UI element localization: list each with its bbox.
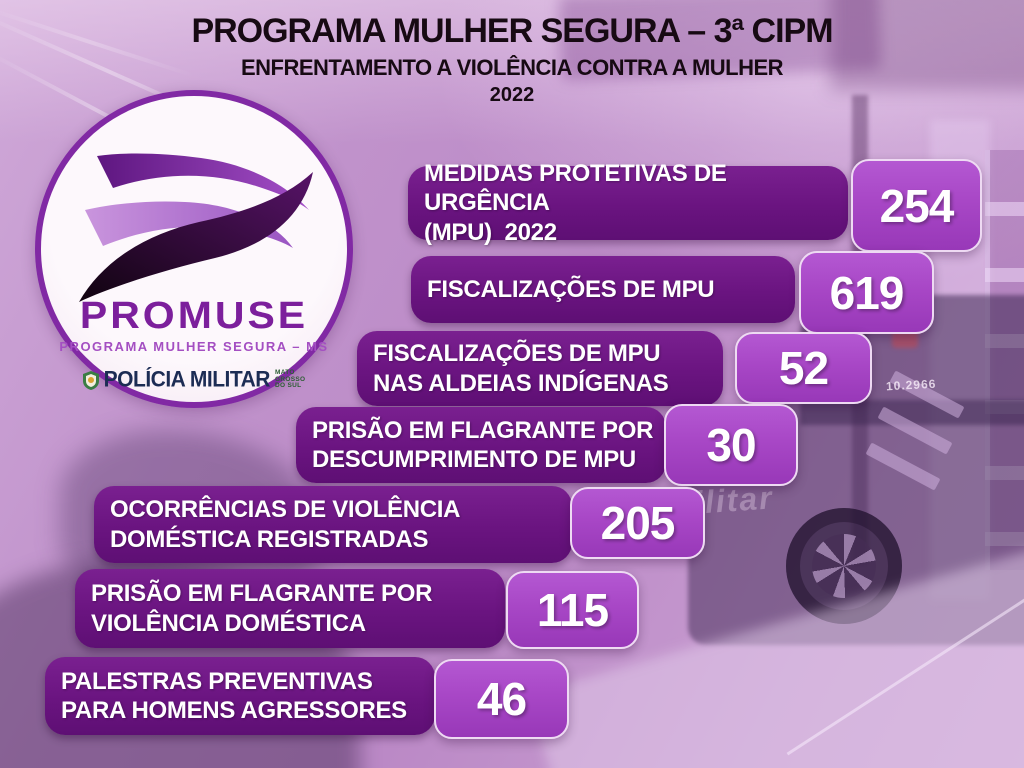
background-floor-line bbox=[786, 567, 1024, 756]
stat-value: 205 bbox=[600, 497, 676, 549]
truck-wheel bbox=[786, 508, 902, 624]
stat-label: PRISÃO EM FLAGRANTE POR VIOLÊNCIA DOMÉST… bbox=[75, 579, 440, 638]
page-title: PROGRAMA MULHER SEGURA – 3ª CIPM bbox=[191, 12, 833, 50]
stat-bar-prisao-descumprimento: PRISÃO EM FLAGRANTE POR DESCUMPRIMENTO D… bbox=[296, 407, 666, 483]
stat-label-line: MEDIDAS PROTETIVAS DE URGÊNCIA bbox=[424, 160, 727, 217]
stat-label: OCORRÊNCIAS DE VIOLÊNCIA DOMÉSTICA REGIS… bbox=[94, 495, 468, 554]
truck-stripe bbox=[877, 406, 953, 455]
truck-wheel-hub bbox=[812, 534, 876, 598]
promuse-logo: PROMUSE PROGRAMA MULHER SEGURA – MS POLÍ… bbox=[35, 90, 353, 408]
stat-label: FISCALIZAÇÕES DE MPU bbox=[411, 275, 722, 304]
stat-label-line: DESCUMPRIMENTO DE MPU bbox=[312, 446, 636, 473]
truck-number-text: 10.2966 bbox=[885, 376, 937, 394]
stat-value: 52 bbox=[778, 342, 829, 394]
stat-bar-fiscalizacoes: FISCALIZAÇÕES DE MPU bbox=[411, 256, 795, 323]
police-crest-icon bbox=[82, 370, 99, 390]
stat-bar-prisao-violencia: PRISÃO EM FLAGRANTE POR VIOLÊNCIA DOMÉST… bbox=[75, 569, 505, 648]
promuse-tagline: PROGRAMA MULHER SEGURA – MS bbox=[59, 339, 329, 354]
region-line: DO SUL bbox=[274, 382, 302, 390]
stat-value: 115 bbox=[536, 584, 609, 636]
stat-value-badge-ocorrencias: 205 bbox=[570, 487, 705, 559]
mato-grosso-do-sul-text: MATO GROSSO DO SUL bbox=[275, 370, 305, 390]
stat-label: PRISÃO EM FLAGRANTE POR DESCUMPRIMENTO D… bbox=[296, 416, 661, 475]
stat-label-line: DOMÉSTICA REGISTRADAS bbox=[110, 525, 429, 553]
stat-value-badge-prisao-violencia: 115 bbox=[506, 571, 639, 649]
stat-value-badge-fiscalizacoes-aldeias: 52 bbox=[735, 332, 872, 404]
region-line: MATO bbox=[274, 369, 295, 377]
page-subtitle: ENFRENTAMENTO A VIOLÊNCIA CONTRA A MULHE… bbox=[240, 55, 784, 80]
stat-value: 254 bbox=[879, 179, 955, 232]
stat-label: FISCALIZAÇÕES DE MPU NAS ALDEIAS INDÍGEN… bbox=[357, 339, 677, 398]
garage-door bbox=[985, 150, 1024, 570]
stat-label: MEDIDAS PROTETIVAS DE URGÊNCIA (MPU) 202… bbox=[408, 159, 848, 247]
stat-bar-fiscalizacoes-aldeias: FISCALIZAÇÕES DE MPU NAS ALDEIAS INDÍGEN… bbox=[357, 331, 723, 406]
stat-bar-ocorrencias: OCORRÊNCIAS DE VIOLÊNCIA DOMÉSTICA REGIS… bbox=[94, 486, 572, 563]
stat-bar-mpu: MEDIDAS PROTETIVAS DE URGÊNCIA (MPU) 202… bbox=[408, 160, 848, 246]
truck-stripe bbox=[865, 442, 941, 491]
stat-label-line: PALESTRAS PREVENTIVAS bbox=[61, 667, 373, 695]
stat-label-line: PRISÃO EM FLAGRANTE POR bbox=[91, 580, 433, 608]
stat-label-line: FISCALIZAÇÕES DE MPU bbox=[373, 340, 661, 368]
stat-label-line: (MPU) 2022 bbox=[424, 218, 557, 246]
region-line: GROSSO bbox=[274, 375, 306, 383]
page-year: 2022 bbox=[489, 84, 535, 106]
stat-value-badge-prisao-descumprimento: 30 bbox=[664, 404, 798, 486]
stat-bar-palestras: PALESTRAS PREVENTIVAS PARA HOMENS AGRESS… bbox=[45, 657, 435, 735]
stat-value-badge-fiscalizacoes: 619 bbox=[799, 251, 934, 334]
stat-label-line: NAS ALDEIAS INDÍGENAS bbox=[373, 369, 669, 397]
promuse-brand-text: PROMUSE bbox=[79, 293, 309, 337]
stat-value-badge-palestras: 46 bbox=[434, 659, 569, 739]
stat-label-line: PRISÃO EM FLAGRANTE POR bbox=[312, 416, 654, 444]
promuse-waves-icon bbox=[79, 153, 313, 302]
stat-label: PALESTRAS PREVENTIVAS PARA HOMENS AGRESS… bbox=[45, 667, 415, 726]
policia-militar-row: POLÍCIA MILITAR MATO GROSSO DO SUL bbox=[41, 367, 347, 392]
stat-label-line: PARA HOMENS AGRESSORES bbox=[61, 697, 407, 724]
stat-value-badge-mpu: 254 bbox=[851, 159, 982, 252]
stat-value: 46 bbox=[476, 673, 527, 725]
truck-stripe bbox=[889, 370, 965, 419]
stat-value: 619 bbox=[829, 266, 905, 319]
policia-militar-text: POLÍCIA MILITAR bbox=[103, 367, 271, 392]
stat-value: 30 bbox=[706, 419, 756, 471]
stat-label-line: VIOLÊNCIA DOMÉSTICA bbox=[91, 609, 366, 637]
stat-label-line: FISCALIZAÇÕES DE MPU bbox=[427, 275, 715, 303]
stat-label-line: OCORRÊNCIAS DE VIOLÊNCIA bbox=[110, 496, 461, 524]
